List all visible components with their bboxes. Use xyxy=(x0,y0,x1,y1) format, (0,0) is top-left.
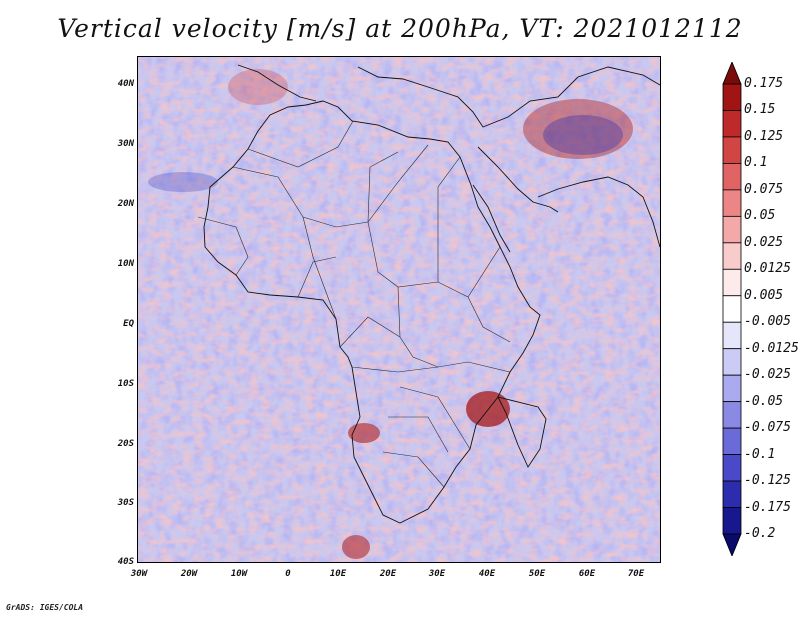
colorbar-label: 0.175 xyxy=(744,76,784,91)
lon-label-10e: 10E xyxy=(329,569,347,579)
colorbar xyxy=(722,62,742,556)
colorbar-label: 0.15 xyxy=(744,102,776,118)
colorbar-label: -0.0125 xyxy=(744,340,799,356)
lat-label-eq: EQ xyxy=(123,319,134,329)
vertical-velocity-map xyxy=(138,57,660,562)
colorbar-segment xyxy=(722,321,742,350)
lon-label-50e: 50E xyxy=(528,569,546,579)
colorbar-label: 0.125 xyxy=(744,128,784,144)
colorbar-label: -0.125 xyxy=(744,473,791,489)
colorbar-label: 0.075 xyxy=(744,181,784,197)
colorbar-segment xyxy=(722,295,742,323)
colorbar-segment xyxy=(722,83,742,111)
lat-label-40n: 40N xyxy=(117,79,134,89)
colorbar-segment xyxy=(722,533,742,556)
colorbar-label: -0.2 xyxy=(744,526,776,541)
chart-title: Vertical velocity [m/s] at 200hPa, VT: 2… xyxy=(57,14,743,43)
colorbar-label: -0.075 xyxy=(744,420,791,436)
colorbar-segment xyxy=(722,454,742,482)
grads-credit: GrADS: IGES/COLA xyxy=(6,603,84,612)
colorbar-label: 0.0125 xyxy=(744,261,791,277)
lon-label-70e: 70E xyxy=(627,569,645,579)
colorbar-segments xyxy=(722,62,742,556)
colorbar-segment xyxy=(722,401,742,429)
lat-label-30s: 30S xyxy=(117,498,134,508)
colorbar-label: -0.025 xyxy=(744,367,791,383)
colorbar-segment xyxy=(722,507,742,535)
lon-label-10w: 10W xyxy=(230,569,248,579)
colorbar-segment xyxy=(722,374,742,403)
lon-label-40e: 40E xyxy=(478,569,496,579)
colorbar-segment xyxy=(722,480,742,508)
colorbar-segment xyxy=(722,268,742,297)
colorbar-label: 0.1 xyxy=(744,155,768,171)
colorbar-label: -0.05 xyxy=(744,393,784,409)
colorbar-segment xyxy=(722,62,742,85)
colorbar-segment xyxy=(722,163,742,191)
colorbar-segment xyxy=(722,427,742,455)
colorbar-label: 0.025 xyxy=(744,234,784,250)
colorbar-segment xyxy=(722,242,742,270)
coastlines xyxy=(203,64,660,524)
colorbar-label: -0.175 xyxy=(744,499,791,515)
lat-label-10s: 10S xyxy=(117,379,134,389)
lat-label-10n: 10N xyxy=(117,259,134,269)
colorbar-segment xyxy=(722,110,742,138)
lon-label-20w: 20W xyxy=(180,569,198,579)
map-panel[interactable] xyxy=(137,56,661,563)
country-borders xyxy=(197,120,511,488)
colorbar-label: -0.005 xyxy=(744,314,791,330)
colorbar-segment xyxy=(722,136,742,164)
strong-velocity-cells xyxy=(148,69,633,559)
lat-label-20s: 20S xyxy=(117,439,134,449)
colorbar-label: 0.05 xyxy=(744,208,776,224)
colorbar-segment xyxy=(722,348,742,376)
lon-label-60e: 60E xyxy=(578,569,596,579)
lat-label-40s: 40S xyxy=(117,557,134,567)
lat-label-30n: 30N xyxy=(117,139,134,149)
lon-label-20e: 20E xyxy=(379,569,397,579)
colorbar-segment xyxy=(722,215,742,244)
colorbar-segment xyxy=(722,189,742,217)
colorbar-label: -0.1 xyxy=(744,446,776,462)
lon-label-30e: 30E xyxy=(428,569,446,579)
lon-label-0: 0 xyxy=(285,569,291,579)
lon-label-30w: 30W xyxy=(130,569,148,579)
lat-label-20n: 20N xyxy=(117,199,134,209)
colorbar-label: 0.005 xyxy=(744,287,784,303)
